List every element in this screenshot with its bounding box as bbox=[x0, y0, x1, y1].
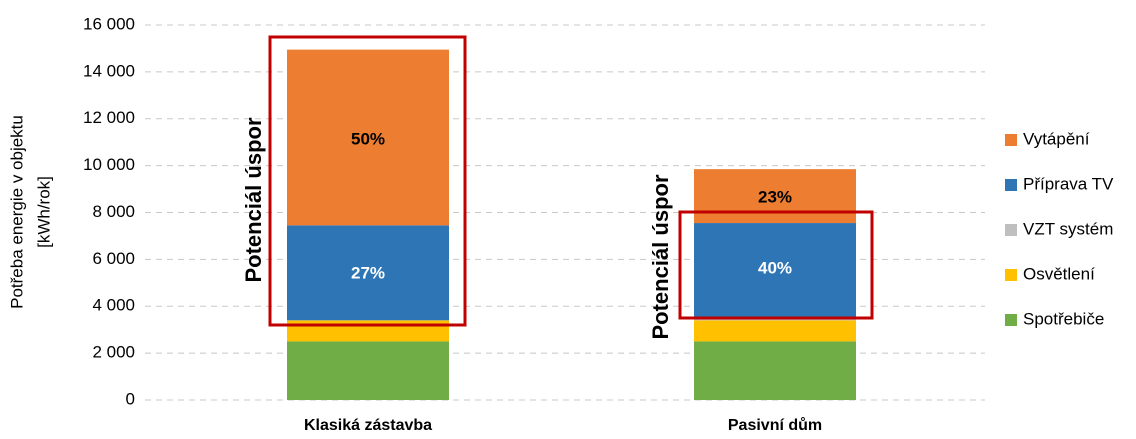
x-tick-label: Klasiká zástavba bbox=[304, 417, 432, 434]
legend-swatch bbox=[1005, 134, 1017, 146]
legend-label: Vytápění bbox=[1023, 129, 1090, 148]
bar-segment bbox=[287, 341, 449, 400]
y-tick-label: 4 000 bbox=[92, 296, 135, 315]
y-tick-label: 10 000 bbox=[83, 155, 135, 174]
y-tick-label: 12 000 bbox=[83, 108, 135, 127]
segment-label: 23% bbox=[758, 187, 792, 206]
y-tick-label: 14 000 bbox=[83, 61, 135, 80]
segment-label: 50% bbox=[351, 129, 385, 148]
annotation-rotated: Potenciál úspor bbox=[241, 117, 266, 282]
bar-segment bbox=[694, 169, 856, 224]
legend-swatch bbox=[1005, 314, 1017, 326]
bar-segment bbox=[694, 341, 856, 400]
y-tick-label: 6 000 bbox=[92, 249, 135, 268]
y-tick-label: 8 000 bbox=[92, 202, 135, 221]
legend-label: Spotřebiče bbox=[1023, 309, 1104, 328]
bar-segment bbox=[287, 225, 449, 321]
bar-segment bbox=[287, 49, 449, 226]
bar-segment bbox=[287, 320, 449, 342]
segment-label: 40% bbox=[758, 258, 792, 277]
highlight-box bbox=[268, 35, 467, 327]
legend-label: VZT systém bbox=[1023, 219, 1113, 238]
y-tick-label: 16 000 bbox=[83, 14, 135, 33]
y-axis-title: Potřeba energie v objektu bbox=[7, 115, 26, 309]
legend-swatch bbox=[1005, 179, 1017, 191]
y-tick-label: 2 000 bbox=[92, 343, 135, 362]
highlight-box bbox=[678, 210, 874, 320]
y-axis-title: [kWh/rok] bbox=[34, 176, 53, 248]
y-tick-label: 0 bbox=[126, 389, 135, 408]
x-tick-label: Pasivní dům bbox=[728, 417, 822, 434]
bar-segment bbox=[694, 320, 856, 342]
legend-swatch bbox=[1005, 269, 1017, 281]
legend-label: Osvětlení bbox=[1023, 264, 1095, 283]
legend-label: Příprava TV bbox=[1023, 174, 1114, 193]
bar-segment bbox=[694, 223, 856, 317]
legend-swatch bbox=[1005, 224, 1017, 236]
annotation-rotated: Potenciál úspor bbox=[648, 174, 673, 339]
segment-label: 27% bbox=[351, 263, 385, 282]
